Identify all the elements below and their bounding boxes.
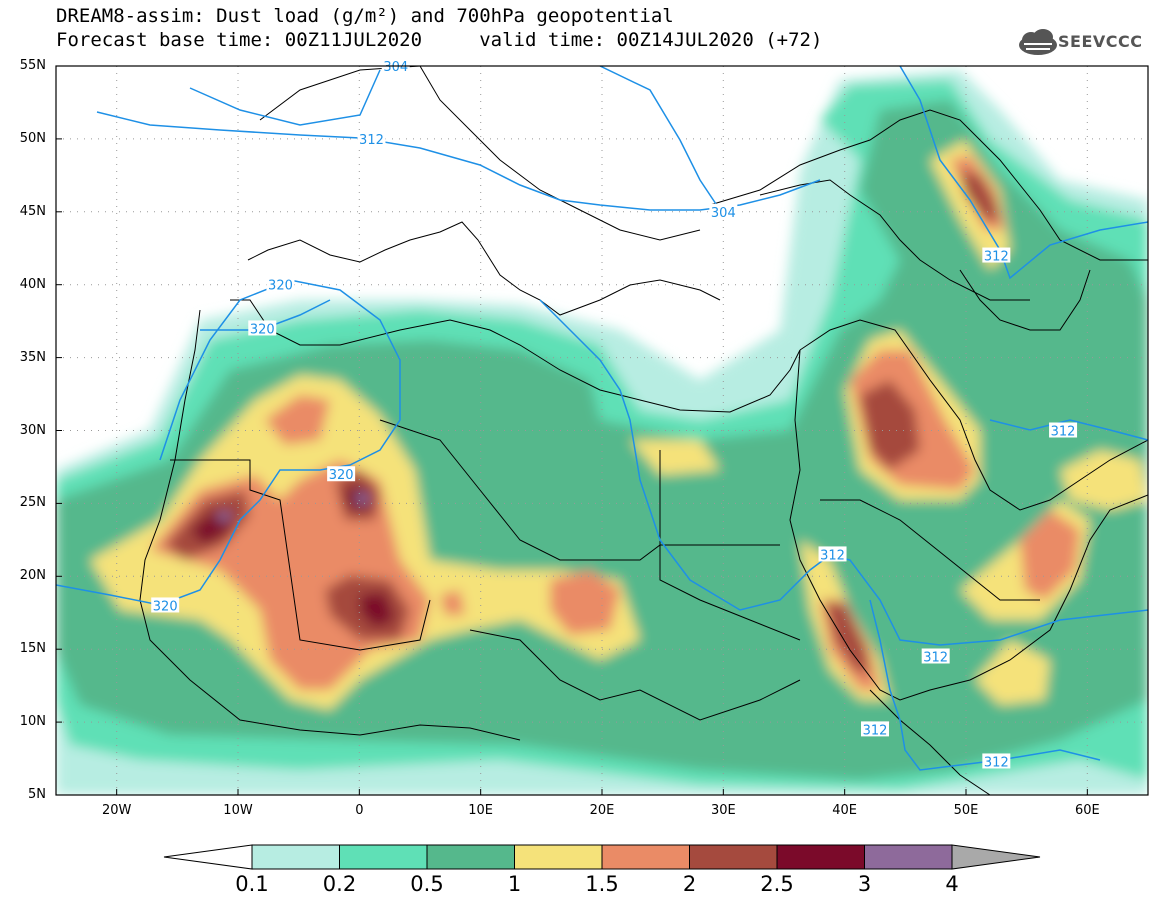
contour-line <box>989 419 1148 441</box>
contour-label-text: 320 <box>329 468 354 483</box>
contour-label: 320 <box>151 597 180 614</box>
coastlines <box>139 66 1148 795</box>
lat-tick-label: 45N <box>19 203 46 219</box>
lat-tick-label: 15N <box>19 641 46 657</box>
chart-title: DREAM8-assim: Dust load (g/m²) and 700hP… <box>56 5 674 27</box>
dust-level-1 <box>975 640 1050 705</box>
cloud-icon <box>1019 29 1057 55</box>
contour-label: 312 <box>818 546 847 563</box>
lon-tick-label: 50E <box>953 803 979 818</box>
lon-tick-label: 20E <box>589 803 615 818</box>
colorbar-label: 0.5 <box>410 872 444 896</box>
lat-tick-label: 35N <box>19 349 46 365</box>
colorbar-label: 2.5 <box>760 872 794 896</box>
contour-label: 304 <box>709 203 738 221</box>
contour-label: 312 <box>982 247 1011 265</box>
colorbar-label: 0.1 <box>235 872 269 896</box>
lon-tick-label: 40E <box>832 803 858 818</box>
lat-tick-label: 5N <box>28 787 46 802</box>
colorbar-label: 3 <box>857 872 872 896</box>
dust-level-1.5 <box>440 590 465 615</box>
logo-text: SEEVCCC <box>1058 32 1143 51</box>
lon-tick-label: 60E <box>1074 803 1100 818</box>
colorbar-label: 2 <box>682 872 697 896</box>
contour-label-text: 304 <box>383 60 408 75</box>
contour-line <box>56 279 401 606</box>
colorbar-label: 1.5 <box>585 872 619 896</box>
contour-label: 312 <box>357 130 386 148</box>
contour-label: 320 <box>248 320 277 337</box>
contour-labels: 304 312 304 312 320 320 320 312 312 320 312 312 312 <box>151 58 1078 770</box>
lat-tick-label: 55N <box>19 58 46 73</box>
contour-label: 312 <box>861 721 889 738</box>
contour-label-text: 320 <box>250 322 275 337</box>
lon-tick-label: 10W <box>223 803 253 818</box>
lat-tick-label: 25N <box>19 495 46 511</box>
contour-line <box>599 66 721 211</box>
lon-tick-label: 20W <box>101 803 132 818</box>
contour-line <box>200 299 331 331</box>
lat-tick-label: 20N <box>19 568 46 584</box>
dust-level-1 <box>630 440 720 475</box>
graticule <box>56 66 1148 795</box>
contour-label-text: 320 <box>153 599 178 614</box>
contour-label-text: 312 <box>984 755 1009 770</box>
contour-label-text: 304 <box>711 206 736 221</box>
dust-level-2 <box>860 380 920 470</box>
contour-label-text: 312 <box>863 723 888 738</box>
colorbar-label: 1 <box>507 872 522 896</box>
lat-tick-label: 10N <box>19 714 46 730</box>
lon-tick-label: 10E <box>468 803 494 818</box>
lon-tick-label: 30E <box>710 803 736 818</box>
dust-level-2 <box>825 600 870 675</box>
seevccc-logo <box>1016 28 1156 58</box>
contour-label-text: 312 <box>984 250 1009 265</box>
contour-label: 312 <box>1049 422 1078 440</box>
contour-label-text: 320 <box>268 279 293 294</box>
colorbar-label: 4 <box>945 872 959 896</box>
contour-label-text: 312 <box>820 548 845 563</box>
contour-line <box>539 299 1148 646</box>
lat-tick-label: 50N <box>19 130 46 146</box>
dust-level-1.5 <box>265 395 330 445</box>
dust-level-3 <box>217 512 232 522</box>
contour-label: 320 <box>266 276 295 294</box>
contour-label: 312 <box>982 753 1011 770</box>
colorbar-label: 0.2 <box>322 872 357 896</box>
dust-level-2.5 <box>360 592 395 628</box>
contour-label-text: 312 <box>359 133 384 148</box>
lat-tick-label: 30N <box>19 422 46 438</box>
lat-tick-label: 40N <box>19 276 46 292</box>
dust-map: 304 312 304 312 320 320 320 312 312 320 312 312 312 <box>55 58 1149 796</box>
contour-label-text: 312 <box>923 650 948 665</box>
contour-label: 312 <box>921 648 950 665</box>
contour-label: 320 <box>327 466 356 483</box>
contour-line <box>189 69 381 126</box>
contour-label-text: 312 <box>1051 425 1076 440</box>
forecast-time-subtitle: Forecast base time: 00Z11JUL2020 valid t… <box>56 29 823 51</box>
lon-tick-label: 0 <box>355 803 364 818</box>
dust-level-2 <box>960 170 1000 220</box>
dust-level-1.5 <box>1020 510 1080 600</box>
contour-line <box>869 599 1101 771</box>
dust-level-1.5 <box>550 570 620 635</box>
dust-level-1 <box>1060 450 1148 510</box>
dust-level-3 <box>355 492 370 505</box>
